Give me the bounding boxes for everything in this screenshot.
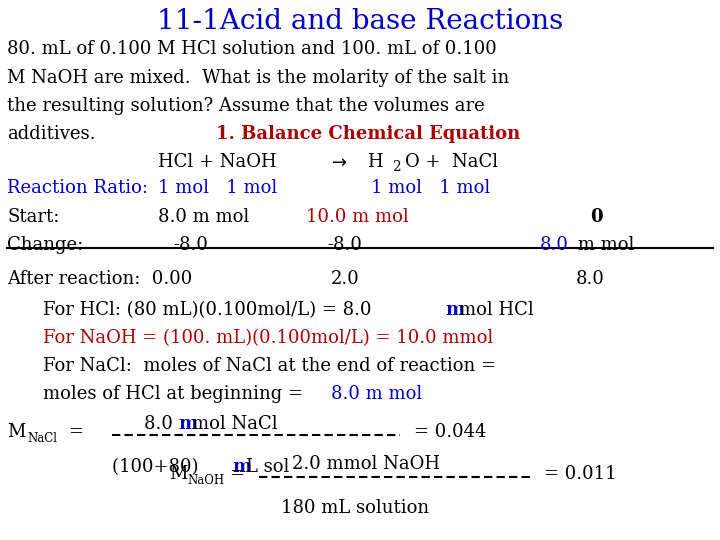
Text: 180 mL solution: 180 mL solution <box>281 500 429 517</box>
Text: mol NaCl: mol NaCl <box>192 415 278 433</box>
Text: m: m <box>445 301 464 319</box>
Text: 0: 0 <box>590 207 603 226</box>
Text: NaOH: NaOH <box>187 474 225 487</box>
Text: m: m <box>233 458 252 476</box>
Text: For HCl: (80 mL)(0.100mol/L) = 8.0: For HCl: (80 mL)(0.100mol/L) = 8.0 <box>43 301 377 319</box>
Text: m: m <box>179 415 198 433</box>
Text: 8.0: 8.0 <box>144 415 179 433</box>
Text: 2.0 mmol NaOH: 2.0 mmol NaOH <box>292 455 440 473</box>
Text: 8.0: 8.0 <box>576 270 605 288</box>
Text: = 0.011: = 0.011 <box>544 465 616 483</box>
Text: Change:: Change: <box>7 235 84 254</box>
Text: =: = <box>229 465 244 483</box>
Text: 8.0 m mol: 8.0 m mol <box>331 385 423 403</box>
Text: = 0.044: = 0.044 <box>414 423 487 441</box>
Text: 1. Balance Chemical Equation: 1. Balance Chemical Equation <box>216 125 521 143</box>
Text: L sol: L sol <box>246 458 289 476</box>
Text: m mol: m mol <box>572 235 635 254</box>
Text: mol HCl: mol HCl <box>459 301 534 319</box>
Text: 8.0 m mol: 8.0 m mol <box>158 207 250 226</box>
Text: (100+80): (100+80) <box>112 458 204 476</box>
Text: For NaOH = (100. mL)(0.100mol/L) = 10.0 mmol: For NaOH = (100. mL)(0.100mol/L) = 10.0 … <box>43 329 493 347</box>
Text: -8.0: -8.0 <box>328 235 362 254</box>
Text: 8.0: 8.0 <box>540 235 569 254</box>
Text: moles of HCl at beginning =: moles of HCl at beginning = <box>43 385 309 403</box>
Text: H: H <box>367 153 383 171</box>
Text: 2.0: 2.0 <box>331 270 360 288</box>
Text: 1 mol   1 mol: 1 mol 1 mol <box>158 179 278 198</box>
Text: For NaCl:  moles of NaCl at the end of reaction =: For NaCl: moles of NaCl at the end of re… <box>43 357 496 375</box>
Text: HCl + NaOH: HCl + NaOH <box>158 153 277 171</box>
Text: $\rightarrow$: $\rightarrow$ <box>328 153 347 171</box>
Text: After reaction:  0.00: After reaction: 0.00 <box>7 270 192 288</box>
Text: 10.0 m mol: 10.0 m mol <box>306 207 409 226</box>
Text: additives.: additives. <box>7 125 96 143</box>
Text: Reaction Ratio:: Reaction Ratio: <box>7 179 148 198</box>
Text: =: = <box>68 423 84 441</box>
Text: M NaOH are mixed.  What is the molarity of the salt in: M NaOH are mixed. What is the molarity o… <box>7 69 510 86</box>
Text: Start:: Start: <box>7 207 60 226</box>
Text: -8.0: -8.0 <box>173 235 207 254</box>
Text: 2: 2 <box>392 160 400 174</box>
Text: 1 mol   1 mol: 1 mol 1 mol <box>371 179 490 198</box>
Text: O +  NaCl: O + NaCl <box>405 153 498 171</box>
Text: M: M <box>7 423 26 441</box>
Text: 11-1Acid and base Reactions: 11-1Acid and base Reactions <box>157 8 563 35</box>
Text: NaCl: NaCl <box>27 433 58 446</box>
Text: M: M <box>169 465 188 483</box>
Text: 80. mL of 0.100 M HCl solution and 100. mL of 0.100: 80. mL of 0.100 M HCl solution and 100. … <box>7 40 497 58</box>
Text: the resulting solution? Assume that the volumes are: the resulting solution? Assume that the … <box>7 97 485 114</box>
